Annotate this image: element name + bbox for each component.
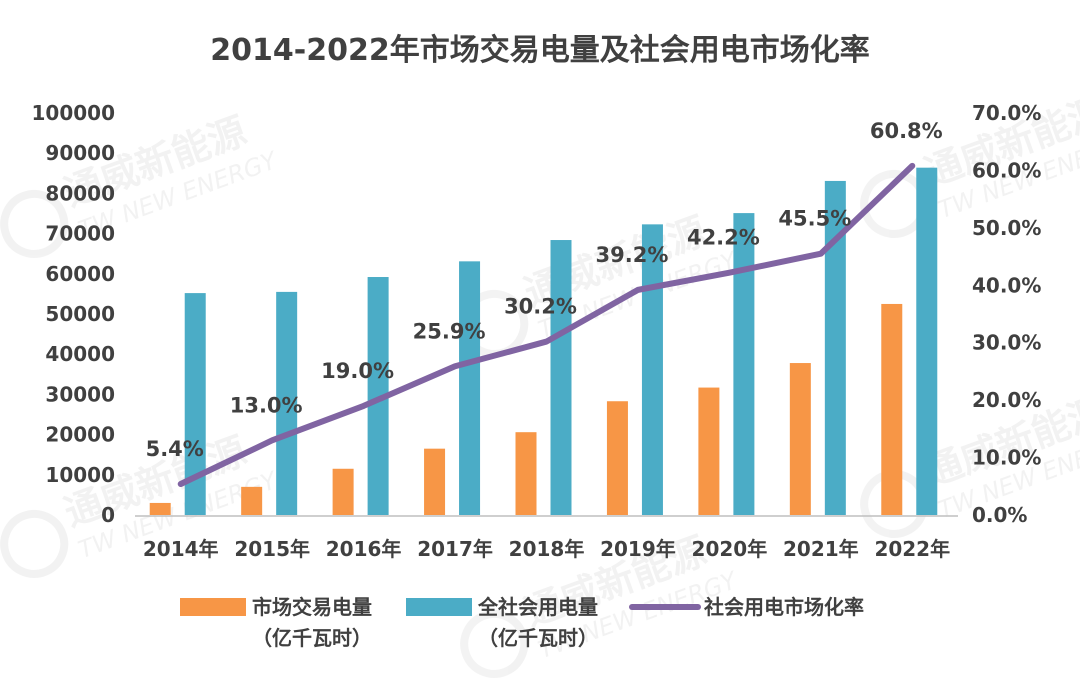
line-point — [544, 339, 549, 345]
right-y-axis: 0.0% 10.0% 20.0% 30.0% 40.0% 50.0% 60.0% 70.0% — [972, 101, 1041, 527]
line-series-layer: 5.4% 13.0% 19.0% 25.9% 30.2% 39.2% 42.2% 45.5% 6… — [146, 119, 943, 487]
bar-market-trade-volume — [241, 486, 263, 515]
bar-total-consumption — [276, 291, 298, 515]
left-axis-tick-label: 80000 — [45, 181, 115, 205]
x-axis: 2014年 2015年 2016年 2017年 2018年 2019年 2020年 2021年… — [135, 515, 958, 561]
left-axis-tick-label: 40000 — [45, 342, 115, 366]
bar-market-trade-volume — [698, 387, 720, 515]
right-axis-tick-label: 60.0% — [972, 158, 1041, 182]
legend-label: 市场交易电量 — [252, 595, 372, 619]
watermark-swirl-icon — [460, 609, 529, 678]
line-point — [909, 163, 915, 169]
x-axis-tick-label: 2018年 — [509, 537, 585, 561]
x-axis-tick-label: 2015年 — [234, 537, 310, 561]
data-label: 60.8% — [870, 119, 943, 143]
left-axis-tick-label: 50000 — [45, 302, 115, 326]
legend-swatch — [180, 598, 246, 616]
bar-total-consumption — [733, 213, 755, 515]
x-axis-tick-label: 2014年 — [143, 537, 219, 561]
line-point — [178, 481, 184, 487]
bar-total-consumption — [459, 261, 481, 515]
legend-label: 全社会用电量 — [477, 595, 598, 619]
x-axis-tick-label: 2019年 — [600, 537, 676, 561]
legend-label-unit: （亿千瓦时） — [252, 626, 372, 650]
bar-total-consumption — [550, 240, 572, 516]
data-label: 42.2% — [687, 226, 760, 250]
x-axis-tick-label: 2022年 — [874, 537, 950, 561]
bar-market-trade-volume — [881, 303, 903, 515]
legend: 市场交易电量 （亿千瓦时） 全社会用电量 （亿千瓦时） 社会用电市场化率 — [180, 595, 864, 650]
left-axis-tick-label: 10000 — [45, 463, 115, 487]
legend-label-unit: （亿千瓦时） — [478, 626, 598, 650]
bar-market-trade-volume — [789, 363, 811, 515]
left-axis-tick-label: 30000 — [45, 382, 115, 406]
data-label: 19.0% — [321, 359, 394, 383]
chart-title: 2014-2022年市场交易电量及社会用电市场化率 — [210, 33, 869, 68]
left-axis-tick-label: 60000 — [45, 262, 115, 286]
right-axis-tick-label: 10.0% — [972, 446, 1041, 470]
bar-total-consumption — [367, 277, 389, 515]
data-label: 5.4% — [146, 437, 204, 461]
data-label: 45.5% — [778, 207, 851, 231]
bar-total-consumption — [184, 293, 206, 515]
left-axis-tick-label: 90000 — [45, 141, 115, 165]
bar-series-layer — [149, 167, 938, 516]
bar-market-trade-volume — [424, 448, 446, 515]
bar-total-consumption — [641, 224, 663, 515]
right-axis-tick-label: 20.0% — [972, 388, 1041, 412]
watermark-swirl-icon — [0, 189, 69, 258]
line-point — [635, 287, 641, 293]
line-point — [726, 270, 732, 276]
line-point — [361, 403, 367, 409]
left-axis-tick-label: 0 — [101, 503, 115, 527]
data-label: 39.2% — [596, 243, 669, 267]
x-axis-tick-label: 2016年 — [326, 537, 402, 561]
line-point — [269, 437, 275, 443]
bar-market-trade-volume — [606, 401, 628, 515]
line-point — [452, 363, 458, 369]
data-label: 13.0% — [230, 393, 303, 417]
watermark-swirl-icon — [0, 509, 69, 578]
line-point — [818, 251, 824, 257]
bar-market-trade-volume — [515, 432, 537, 515]
x-axis-tick-label: 2020年 — [692, 537, 768, 561]
x-axis-tick-label: 2017年 — [417, 537, 493, 561]
right-axis-tick-label: 0.0% — [972, 503, 1027, 527]
bar-market-trade-volume — [332, 468, 354, 515]
left-axis-tick-label: 70000 — [45, 222, 115, 246]
right-axis-tick-label: 50.0% — [972, 216, 1041, 240]
left-axis-tick-label: 100000 — [32, 101, 116, 125]
data-label: 25.9% — [413, 319, 486, 343]
data-label: 30.2% — [504, 295, 577, 319]
x-axis-tick-label: 2021年 — [783, 537, 859, 561]
legend-label: 社会用电市场化率 — [703, 595, 864, 619]
bar-total-consumption — [824, 180, 846, 516]
left-y-axis: 0 10000 20000 30000 40000 50000 60000 70000 8000… — [32, 101, 116, 527]
bar-market-trade-volume — [149, 502, 171, 515]
legend-swatch — [406, 598, 472, 616]
right-axis-tick-label: 30.0% — [972, 331, 1041, 355]
left-axis-tick-label: 20000 — [45, 423, 115, 447]
right-axis-tick-label: 40.0% — [972, 273, 1041, 297]
bar-total-consumption — [916, 167, 938, 515]
right-axis-tick-label: 70.0% — [972, 101, 1041, 125]
